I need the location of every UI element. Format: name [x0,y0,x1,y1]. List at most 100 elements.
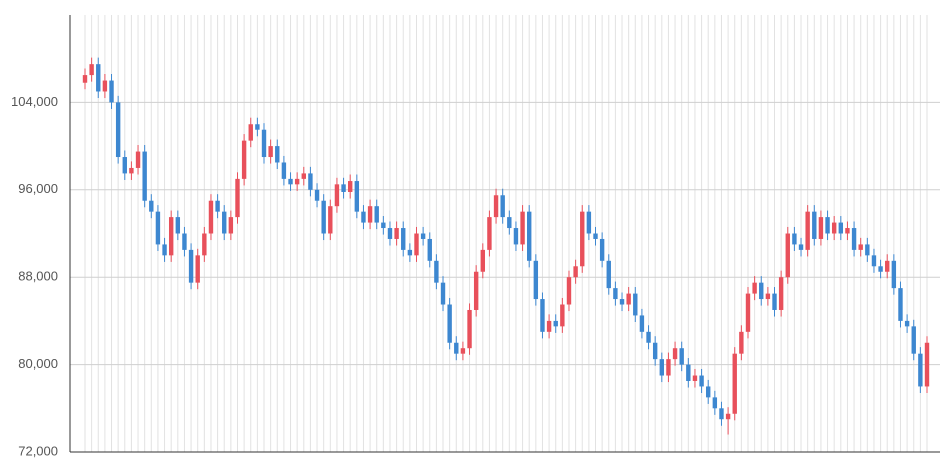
candle-body [812,211,817,239]
candle-body [308,173,313,190]
candle-body [725,413,731,420]
candle-body [825,217,830,234]
candle-body [102,80,108,92]
candle-body [520,211,525,245]
candle-body [122,157,127,174]
candle-body [334,184,340,207]
candle-body [613,288,618,300]
candle-body [706,386,711,398]
candle-body [759,282,764,300]
candle-body [460,348,466,354]
candle-body [626,293,631,305]
candle-body [493,195,499,218]
candle-body [507,217,512,229]
candle-body [858,244,863,250]
candle-body [560,304,565,327]
candle-body [162,244,167,256]
candle-body [473,271,479,310]
candle-body [374,206,379,223]
candle-body [248,124,253,141]
candle-body [480,249,485,272]
candle-body [89,64,94,76]
candle-body [924,342,930,387]
candle-body [407,249,413,256]
candle-body [765,293,771,300]
candle-body [633,293,638,316]
candle-body [487,217,492,250]
candle-body [115,102,121,158]
candle-body [772,293,777,310]
candle-body [845,228,850,234]
candle-body [222,211,227,234]
candle-body [361,211,366,223]
candle-body [155,211,161,245]
candle-body [739,331,744,354]
candle-body [434,260,439,283]
candle-body [745,293,751,332]
candle-body [96,64,101,92]
candle-body [414,233,419,256]
candle-body [294,178,300,185]
candle-body [268,146,273,158]
candle-body [659,359,665,376]
candle-body [129,167,134,174]
candle-body [454,342,459,354]
candle-body [149,200,154,212]
candle-body [288,178,293,185]
candle-body [281,162,287,179]
candle-body [606,260,611,289]
candle-body [918,353,923,387]
candle-body [188,249,194,283]
candle-body [328,206,333,234]
candle-body [314,189,320,201]
candle-body [168,217,174,256]
candle-body [699,375,704,387]
candle-body [447,304,452,343]
candle-body [593,233,598,239]
candle-body [341,184,346,192]
candle-body [261,129,267,158]
candle-body [586,211,592,234]
candle-body [533,260,539,300]
candle-body [182,233,187,250]
candle-body [527,211,532,261]
candle-body [785,233,790,278]
candle-body [686,364,691,381]
candle-body [241,140,247,179]
candle-body [387,228,393,239]
candle-body [202,233,207,256]
candle-body [805,211,810,250]
candle-body [865,244,870,256]
candle-body [732,353,737,414]
candle-body [195,255,200,283]
candle-body [109,80,114,103]
candle-body [440,282,446,305]
candle-body [354,181,360,212]
candle-body [752,282,757,294]
candle-body [652,342,658,360]
candle-body [672,348,678,360]
candle-body [851,228,857,250]
candle-body [321,200,326,234]
candle-body [394,228,399,239]
candle-body [401,228,406,250]
y-tick-label: 88,000 [18,269,58,284]
candle-body [566,277,572,305]
candle-body [639,315,645,332]
y-tick-label: 80,000 [18,356,58,371]
candle-body [885,260,890,272]
candle-body [712,397,718,409]
candle-body [778,277,784,310]
candle-body [679,348,684,365]
candle-body [871,255,877,267]
candle-body [580,211,585,267]
candle-body [175,217,181,234]
candle-body [467,309,472,349]
candle-body [878,266,883,272]
candle-body [142,151,147,201]
candle-body [215,200,220,212]
y-tick-label: 72,000 [18,443,58,458]
candle-body [347,181,353,192]
candle-body [904,320,910,327]
